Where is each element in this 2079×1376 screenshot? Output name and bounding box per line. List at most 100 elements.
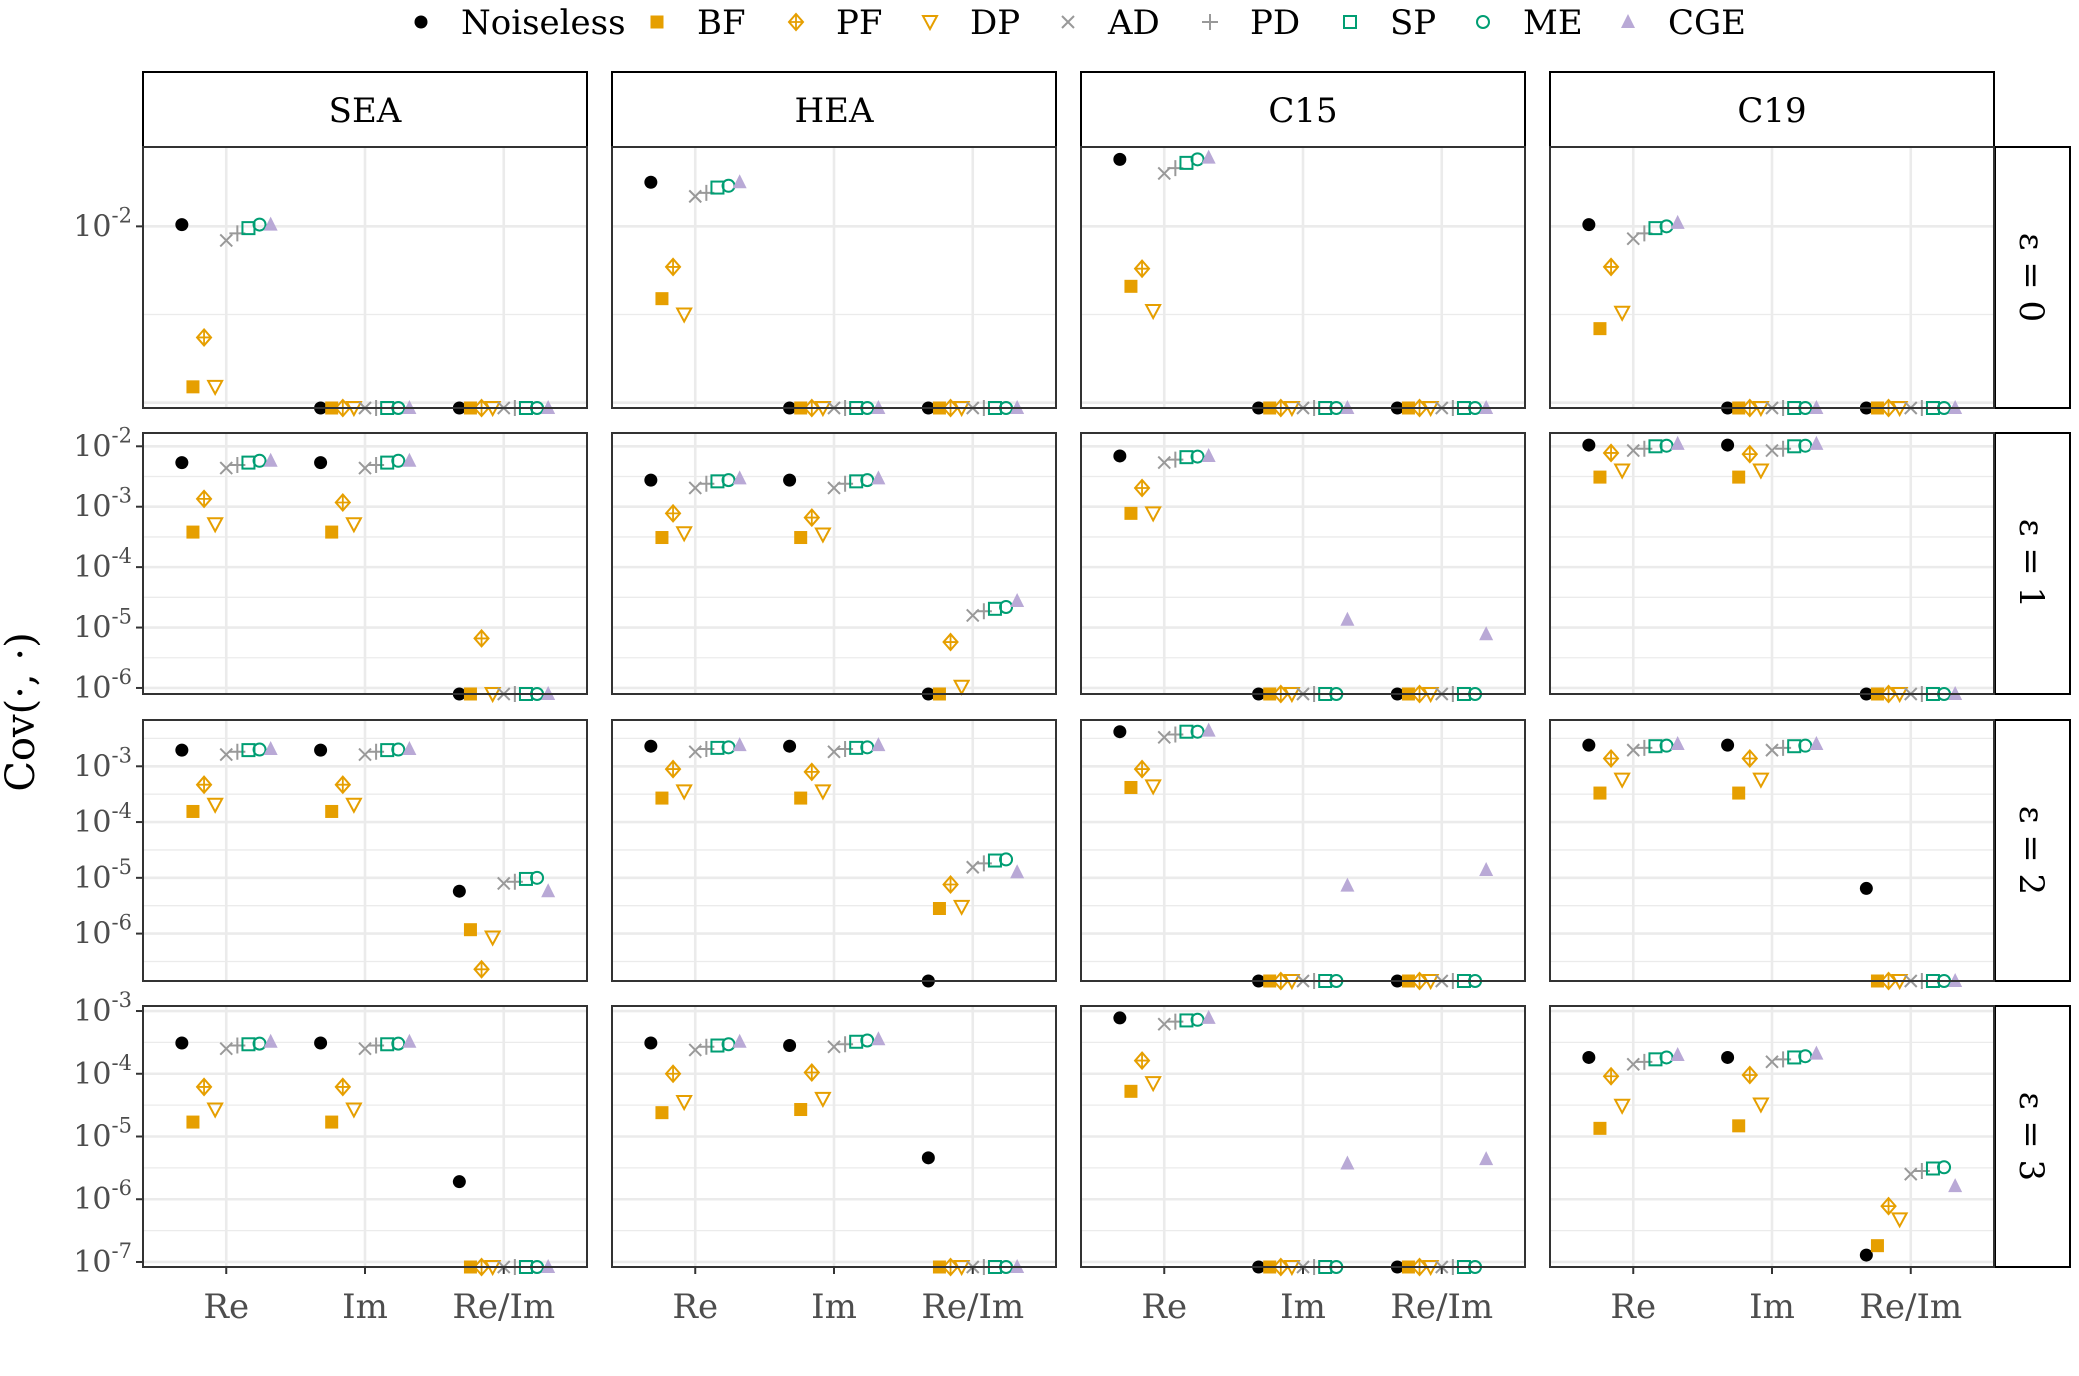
triangle-shape [871, 470, 886, 485]
strip-label: SEA [329, 91, 402, 131]
point-dp [1613, 1098, 1631, 1115]
point-noiseless [1582, 438, 1596, 452]
point-noiseless [314, 743, 328, 757]
triangle-shape [952, 679, 971, 696]
point-pf [473, 628, 490, 648]
point-bf [1870, 1239, 1884, 1253]
point-cge [1010, 592, 1025, 607]
point-me [721, 473, 736, 488]
cross-shape [1765, 1055, 1779, 1069]
triangle-shape [1201, 447, 1216, 462]
legend-item-pf: PF [787, 3, 882, 43]
point-cge [1340, 877, 1355, 892]
point-pf [195, 775, 213, 795]
plus-shape [335, 776, 350, 793]
triangle-shape [206, 379, 224, 396]
legend-label: DP [970, 3, 1020, 43]
point-cge [1010, 864, 1025, 879]
circle-shape [1582, 218, 1596, 232]
point-ad [688, 745, 702, 759]
circle-shape [1798, 438, 1813, 453]
triangle-shape [675, 1094, 693, 1112]
point-dp [1613, 305, 1631, 322]
legend-cross-icon [1061, 15, 1075, 29]
circle-shape [783, 1039, 797, 1053]
legend-label: CGE [1668, 3, 1746, 43]
x-tick-label: Re [1141, 1287, 1187, 1327]
legend-open-triangle-down-icon [921, 15, 939, 32]
plus-shape [335, 1078, 350, 1095]
point-bf [186, 380, 200, 394]
triangle-shape [1479, 626, 1494, 641]
legend-item-ad: AD [1061, 3, 1160, 43]
point-noiseless [1582, 218, 1596, 232]
triangle-shape [541, 883, 556, 898]
legend-filled-circle-icon [414, 15, 428, 29]
point-noiseless [1721, 438, 1735, 452]
circle-shape [252, 217, 267, 232]
point-pf [1133, 259, 1151, 279]
plus-shape [666, 761, 681, 778]
square-shape [1732, 786, 1746, 800]
point-dp [206, 1102, 224, 1119]
x-tick-label: Re/Im [452, 1287, 555, 1327]
plus-shape [1135, 260, 1150, 277]
point-bf [1732, 1119, 1746, 1133]
point-cge [871, 737, 886, 752]
circle-shape [1721, 1050, 1735, 1064]
point-noiseless [644, 1036, 658, 1050]
point-cge [1201, 1009, 1216, 1024]
point-pf [1602, 257, 1620, 277]
triangle-shape [1752, 772, 1770, 789]
row-strip-0: ε = 0 [1994, 146, 2071, 409]
point-pf [664, 759, 682, 779]
circle-shape [644, 1036, 658, 1050]
point-bf [1124, 506, 1138, 520]
triangle-shape [1340, 611, 1355, 626]
triangle-shape [1752, 1097, 1770, 1114]
circle-shape [1859, 1248, 1873, 1262]
plus-shape [474, 961, 489, 978]
point-me [1659, 738, 1674, 753]
point-me [1190, 724, 1205, 739]
panel-border [1549, 432, 1995, 695]
panel-sea-row-1 [142, 432, 588, 704]
square-shape [794, 531, 808, 545]
triangle-shape [921, 15, 939, 32]
circle-shape [999, 852, 1014, 867]
plus-shape [197, 1078, 212, 1095]
point-pf [1133, 478, 1151, 498]
cross-shape [219, 233, 233, 248]
point-noiseless [783, 473, 797, 487]
legend-item-me: ME [1476, 3, 1583, 43]
y-tick-label: 10-2 [73, 203, 132, 244]
square-shape [463, 923, 477, 937]
point-bf [1593, 322, 1607, 336]
point-dp [345, 1102, 363, 1119]
plus-shape [804, 509, 819, 526]
point-pf [664, 1064, 682, 1084]
point-dp [1890, 1212, 1909, 1229]
panel-c19-row-3 [1549, 1005, 1995, 1268]
point-cge [871, 1031, 886, 1046]
point-cge [1340, 611, 1355, 626]
square-shape [186, 804, 200, 818]
point-ad [1157, 166, 1171, 181]
square-shape [186, 380, 200, 394]
circle-shape [175, 456, 189, 470]
panel-border [1080, 432, 1526, 695]
triangle-shape [263, 741, 278, 755]
panel-border [142, 146, 588, 409]
panel-hea-row-3 [611, 1005, 1057, 1277]
square-shape [325, 804, 339, 818]
panel-c19-row-1 [1549, 432, 1995, 704]
square-shape [325, 1115, 339, 1129]
point-bf [794, 531, 808, 545]
triangle-shape [206, 517, 224, 534]
cross-shape [1061, 15, 1075, 29]
point-cge [263, 1033, 278, 1048]
cross-shape [827, 745, 841, 759]
triangle-shape [1010, 864, 1025, 879]
point-noiseless [314, 456, 328, 470]
triangle-shape [732, 1033, 747, 1048]
